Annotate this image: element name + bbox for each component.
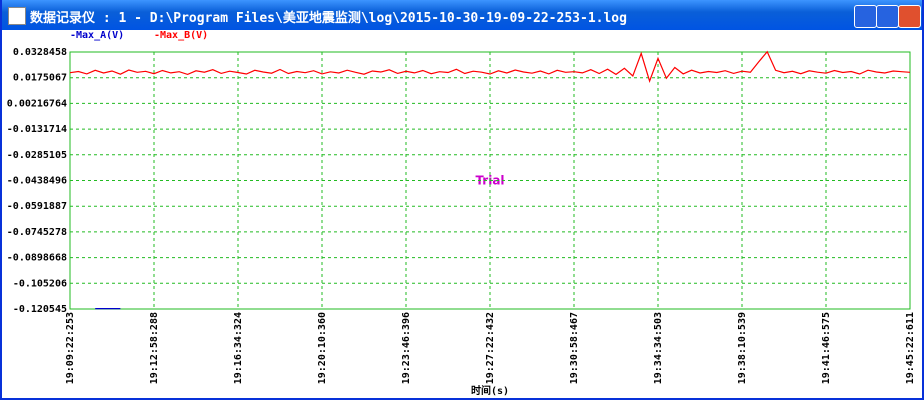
window-title: 数据记录仪 : 1 - D:\Program Files\美亚地震监测\log\… (30, 11, 627, 26)
y-tick-label: -0.105206 (13, 278, 67, 289)
minimize-button[interactable] (854, 5, 877, 28)
app-icon (8, 7, 26, 25)
x-tick-label: 19:34:34:503 (653, 312, 664, 384)
x-tick-label: 19:27:22:432 (485, 312, 496, 384)
legend-label: -Max_B(V) (154, 30, 208, 41)
y-tick-label: 0.0175067 (13, 73, 67, 84)
x-tick-label: 19:41:46:575 (821, 312, 832, 384)
y-tick-label: 0.00216764 (7, 98, 67, 109)
y-tick-label: -0.0898668 (7, 253, 67, 264)
x-tick-label: 19:12:58:288 (149, 312, 160, 384)
x-axis-title: 时间(s) (471, 384, 509, 397)
y-tick-label: -0.0745278 (7, 227, 67, 238)
close-button[interactable] (898, 5, 921, 28)
x-tick-label: 19:38:10:539 (737, 312, 748, 384)
title-bar: 数据记录仪 : 1 - D:\Program Files\美亚地震监测\log\… (2, 0, 922, 30)
x-tick-label: 19:16:34:324 (233, 312, 244, 384)
x-tick-label: 19:09:22:253 (65, 312, 76, 384)
maximize-button[interactable] (876, 5, 899, 28)
chart: Trial 时间(s) 0.03284580.01750670.00216764… (7, 30, 916, 397)
series-line (69, 50, 911, 83)
y-tick-label: 0.0328458 (13, 47, 67, 58)
x-tick-label: 19:30:58:467 (569, 312, 580, 384)
y-tick-label: -0.0438496 (7, 176, 67, 187)
legend-label: -Max_A(V) (70, 30, 124, 41)
y-tick-label: -0.0591887 (7, 201, 67, 212)
y-tick-label: -0.0131714 (7, 124, 67, 135)
x-tick-label: 19:20:10:360 (317, 312, 328, 384)
y-tick-label: -0.120545 (13, 304, 67, 315)
y-tick-label: -0.0285105 (7, 150, 67, 161)
x-tick-label: 19:23:46:396 (401, 312, 412, 384)
x-tick-label: 19:45:22:611 (905, 312, 916, 384)
